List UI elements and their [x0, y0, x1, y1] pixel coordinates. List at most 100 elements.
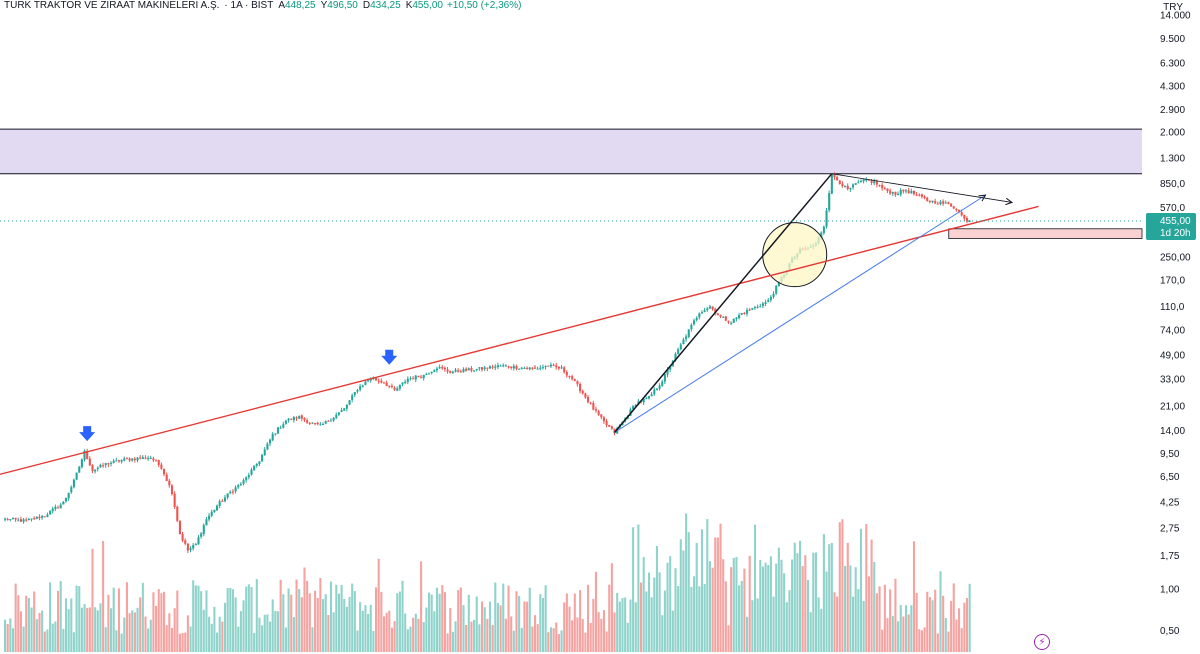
candle-body	[520, 367, 523, 369]
volume-bar	[261, 625, 264, 652]
volume-bar	[836, 596, 839, 652]
volume-bar	[748, 555, 751, 652]
volume-bar	[746, 616, 749, 652]
candle-body	[417, 375, 420, 377]
volume-bar	[216, 632, 219, 652]
candle-body	[753, 307, 757, 309]
resistance-zone	[0, 129, 1142, 174]
volume-bar	[828, 544, 831, 652]
volume-bar	[300, 597, 303, 652]
volume-bar	[454, 621, 457, 652]
volume-bar	[200, 591, 203, 652]
volume-bar	[441, 585, 444, 652]
interval-exchange: · 1A · BIST	[224, 0, 274, 11]
volume-bar	[801, 566, 804, 652]
candle-body	[608, 424, 611, 427]
lightning-icon[interactable]: ⚡	[1034, 634, 1050, 650]
volume-bar	[422, 622, 425, 652]
volume-bar	[799, 540, 802, 652]
price-tick-label: 2,75	[1160, 524, 1180, 535]
volume-bar	[912, 541, 916, 652]
price-tick-label: 9.500	[1160, 34, 1185, 45]
volume-bar	[33, 591, 36, 652]
volume-bar	[634, 602, 637, 652]
low-value: 434,25	[370, 0, 401, 11]
candle-body	[72, 479, 75, 488]
candle-body	[955, 208, 958, 211]
candle-body	[960, 212, 963, 216]
candle-body	[886, 188, 889, 192]
symbol-name[interactable]: TURK TRAKTOR VE ZIRAAT MAKINELERI A.Ş.	[4, 0, 220, 11]
candle-body	[759, 306, 762, 308]
volume-bar	[753, 524, 757, 652]
candle-body	[748, 309, 751, 311]
volume-bar	[891, 615, 894, 652]
candle-body	[849, 187, 852, 190]
volume-bar	[274, 611, 277, 652]
drawings[interactable]	[0, 173, 1143, 477]
candle-body	[870, 180, 873, 183]
candle-body	[920, 194, 923, 197]
volume-bar	[292, 617, 295, 652]
volume-bar	[298, 589, 301, 652]
candle-body	[30, 518, 33, 520]
candle-body	[67, 492, 70, 499]
volume-bar	[682, 550, 685, 652]
volume-bar	[602, 610, 605, 652]
volume-bar	[361, 610, 364, 652]
volume-bar	[449, 607, 452, 652]
candle-body	[86, 451, 89, 460]
volume-bar	[398, 591, 401, 652]
volume-bar	[86, 608, 89, 652]
volume-bar	[761, 566, 764, 652]
candle-body	[223, 497, 227, 502]
volume-bar	[608, 584, 611, 652]
candle-body	[149, 457, 152, 459]
volume-bar	[950, 601, 953, 652]
candle-body	[390, 385, 393, 388]
volume-bar	[640, 582, 643, 652]
volume-bar	[465, 624, 468, 652]
candle-body	[314, 423, 317, 425]
volume-bar	[587, 584, 590, 652]
volume-bar	[846, 542, 849, 652]
candle-body	[504, 365, 507, 367]
volume-bar	[149, 619, 152, 652]
candle-body	[833, 173, 836, 178]
currency-label[interactable]: TRY	[1163, 2, 1183, 13]
candle-body	[59, 504, 62, 509]
candle-body	[958, 209, 961, 212]
volume-bar	[120, 633, 123, 652]
candle-body	[276, 427, 280, 434]
candle-body	[952, 206, 955, 209]
price-tick-label: 110,0	[1160, 302, 1185, 313]
volume-bar	[740, 580, 743, 652]
candle-body	[139, 457, 142, 459]
candle-body	[446, 369, 449, 372]
volume-bar	[512, 630, 515, 652]
candle-body	[210, 511, 213, 516]
volume-bar	[663, 590, 666, 652]
volume-bar	[573, 593, 576, 652]
candle-body	[568, 375, 571, 377]
price-tick-label: 33,00	[1160, 374, 1185, 385]
volume-bar	[724, 581, 727, 652]
candle-body	[777, 281, 780, 287]
candle-body	[571, 376, 574, 380]
volume-bar	[78, 586, 81, 652]
candle-body	[457, 370, 460, 372]
candle-body	[311, 422, 314, 424]
volume-bar	[6, 624, 9, 652]
volume-bar	[316, 597, 319, 652]
high-label: Y	[320, 0, 328, 11]
price-axis[interactable]: 14.000 9.500 6.300 4.300 2.900 2.000 1.300 850,…	[1146, 11, 1196, 638]
candle-body	[197, 537, 200, 545]
candle-body	[192, 545, 195, 549]
candle-body	[589, 402, 592, 404]
candle-body	[46, 514, 49, 517]
volume-bar	[931, 600, 934, 652]
resistance-zone-layer	[0, 128, 1142, 175]
candle-body	[115, 460, 118, 462]
